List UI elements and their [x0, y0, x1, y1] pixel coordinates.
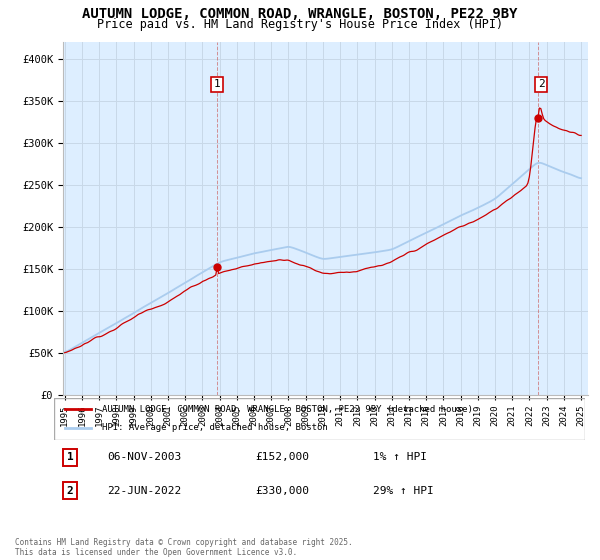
Text: 1% ↑ HPI: 1% ↑ HPI	[373, 452, 427, 462]
Text: £330,000: £330,000	[256, 486, 310, 496]
Text: £152,000: £152,000	[256, 452, 310, 462]
Text: AUTUMN LODGE, COMMON ROAD, WRANGLE, BOSTON, PE22 9BY: AUTUMN LODGE, COMMON ROAD, WRANGLE, BOST…	[82, 7, 518, 21]
Text: AUTUMN LODGE, COMMON ROAD, WRANGLE, BOSTON, PE22 9BY (detached house): AUTUMN LODGE, COMMON ROAD, WRANGLE, BOST…	[102, 405, 473, 414]
Text: 1: 1	[67, 452, 73, 462]
Text: 2: 2	[538, 80, 544, 90]
Text: HPI: Average price, detached house, Boston: HPI: Average price, detached house, Bost…	[102, 423, 328, 432]
Text: Contains HM Land Registry data © Crown copyright and database right 2025.
This d: Contains HM Land Registry data © Crown c…	[15, 538, 353, 557]
Text: 2: 2	[67, 486, 73, 496]
Text: 1: 1	[214, 80, 220, 90]
Text: 29% ↑ HPI: 29% ↑ HPI	[373, 486, 433, 496]
Text: 06-NOV-2003: 06-NOV-2003	[107, 452, 181, 462]
Text: Price paid vs. HM Land Registry's House Price Index (HPI): Price paid vs. HM Land Registry's House …	[97, 18, 503, 31]
Text: 22-JUN-2022: 22-JUN-2022	[107, 486, 181, 496]
